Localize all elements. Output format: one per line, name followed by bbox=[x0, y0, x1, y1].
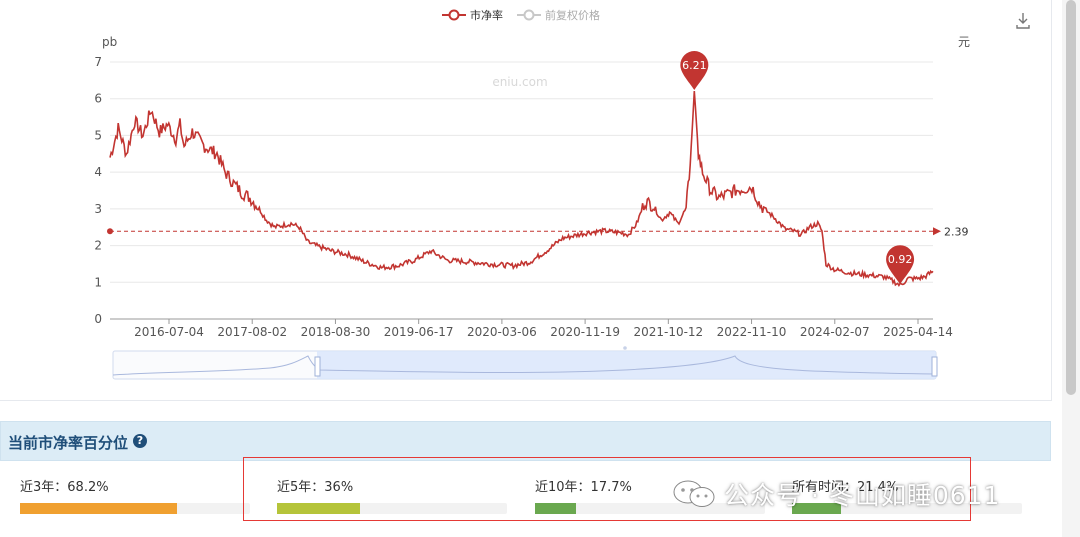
page-scrollbar[interactable] bbox=[1062, 0, 1080, 537]
y-tick-label: 4 bbox=[94, 165, 102, 179]
y-tick-label: 3 bbox=[94, 202, 102, 216]
x-tick-label: 2018-08-30 bbox=[301, 325, 371, 339]
percentile-header: 当前市净率百分位 ? bbox=[0, 421, 1051, 461]
legend-label-price: 前复权价格 bbox=[545, 8, 600, 22]
x-tick-label: 2017-08-02 bbox=[217, 325, 287, 339]
x-tick-label: 2016-07-04 bbox=[134, 325, 204, 339]
scrollbar-thumb[interactable] bbox=[1066, 0, 1076, 395]
percentile-bar-fill bbox=[535, 503, 576, 514]
highlight-box bbox=[243, 457, 971, 521]
percentile-label: 所有时间：21.4% bbox=[792, 480, 899, 495]
percentile-label: 近5年：36% bbox=[277, 480, 354, 495]
y-tick-label: 0 bbox=[94, 312, 102, 326]
pb-chart: 市净率 前复权价格 pb 元 eniu.com 0 1 2 3 4 5 6 7 2016-07-… bbox=[94, 8, 1030, 380]
legend-item-pb[interactable]: 市净率 bbox=[442, 8, 503, 22]
percentile-section: 当前市净率百分位 ? 近3年：68.2% 近5年：36% 近10年：17.7% … bbox=[0, 421, 1051, 537]
x-tick-label: 2024-02-07 bbox=[800, 325, 870, 339]
percentile-item-all: 所有时间：21.4% bbox=[792, 476, 1032, 516]
legend-label-pb: 市净率 bbox=[470, 8, 503, 22]
legend-item-price[interactable]: 前复权价格 bbox=[517, 8, 600, 22]
marker-pin bbox=[886, 245, 915, 285]
average-line-start bbox=[107, 228, 113, 235]
marker-label: 6.21 bbox=[682, 59, 707, 72]
right-axis-unit: 元 bbox=[958, 35, 970, 49]
legend: 市净率 前复权价格 bbox=[442, 8, 600, 22]
marker-pin bbox=[680, 51, 709, 91]
chart-watermark: eniu.com bbox=[492, 75, 547, 89]
data-zoom-slider[interactable] bbox=[112, 346, 938, 380]
y-tick-label: 1 bbox=[94, 275, 102, 289]
x-tick-label: 2025-04-14 bbox=[883, 325, 953, 339]
average-line-label: 2.39 bbox=[944, 225, 969, 238]
series-line-pb bbox=[109, 90, 934, 287]
percentile-item-5y: 近5年：36% bbox=[277, 476, 517, 516]
percentile-item-3y: 近3年：68.2% bbox=[20, 476, 260, 516]
x-tick-label: 2022-11-10 bbox=[717, 325, 787, 339]
zoom-handle-left[interactable] bbox=[314, 356, 321, 377]
x-tick-label: 2020-11-19 bbox=[550, 325, 620, 339]
chart-panel: 市净率 前复权价格 pb 元 eniu.com 0 1 2 3 4 5 6 7 2016-07-… bbox=[0, 0, 1052, 401]
y-tick-label: 6 bbox=[94, 92, 102, 106]
x-tick-label: 2020-03-06 bbox=[467, 325, 537, 339]
wechat-icon bbox=[673, 480, 715, 507]
percentile-bar-fill bbox=[277, 503, 360, 514]
percentile-title: 当前市净率百分位 bbox=[8, 434, 129, 452]
percentile-bar bbox=[20, 503, 250, 514]
percentile-label: 近3年：68.2% bbox=[20, 480, 109, 495]
y-tick-label: 5 bbox=[94, 128, 102, 142]
marker-label: 0.92 bbox=[888, 253, 913, 266]
percentile-bar bbox=[277, 503, 507, 514]
y-tick-label: 7 bbox=[94, 55, 102, 69]
average-line-arrow bbox=[933, 227, 941, 236]
percentile-bar bbox=[535, 503, 765, 514]
percentile-label: 近10年：17.7% bbox=[535, 480, 632, 495]
percentile-item-10y: 近10年：17.7% bbox=[535, 476, 775, 516]
x-tick-label: 2019-06-17 bbox=[384, 325, 454, 339]
percentile-bar-fill bbox=[20, 503, 177, 514]
x-tick-label: 2021-10-12 bbox=[633, 325, 703, 339]
marker-max: 6.21 bbox=[680, 51, 709, 91]
percentile-bar-fill bbox=[792, 503, 842, 514]
watermark-text: 公众号 · 冬山如睡0611 bbox=[724, 481, 1001, 510]
percentile-bar bbox=[792, 503, 1022, 514]
wechat-watermark: 公众号 · 冬山如睡0611 bbox=[672, 476, 1000, 512]
question-circle-icon[interactable]: ? bbox=[133, 434, 147, 448]
y-tick-label: 2 bbox=[94, 239, 102, 253]
marker-min: 0.92 bbox=[886, 245, 915, 285]
download-icon[interactable] bbox=[1016, 13, 1030, 29]
zoom-handle-right[interactable] bbox=[931, 356, 938, 377]
left-axis-unit: pb bbox=[102, 35, 117, 49]
